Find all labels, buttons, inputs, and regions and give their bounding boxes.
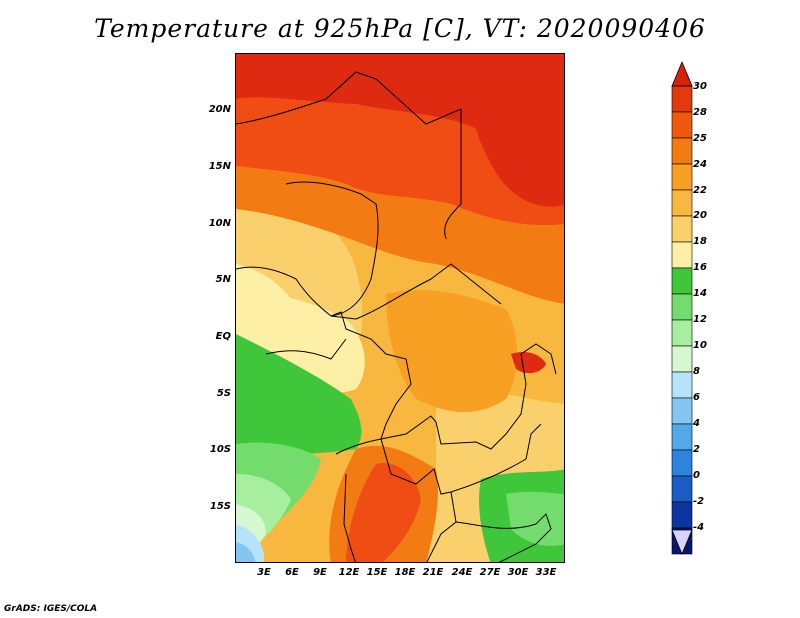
lon-label: 9E [313,567,327,578]
colorbar-label: 30 [693,81,707,92]
colorbar-cell [671,85,693,113]
colorbar-label: 20 [693,210,707,221]
colorbar-cell [671,163,693,191]
lon-label: 6E [285,567,299,578]
colorbar-cell [671,137,693,165]
colorbar-cell [671,371,693,399]
field-red-orange-south [346,463,421,562]
field-orange-north [236,166,564,304]
colorbar-label: 2 [693,444,700,455]
colorbar-label: 16 [693,262,707,273]
colorbar-cell [671,397,693,425]
field-deep-red-north [236,54,564,175]
lon-label: 30E [507,567,529,578]
colorbar-label: 22 [693,185,707,196]
colorbar-label: 12 [693,314,707,325]
colorbar-cell [671,293,693,321]
field-light-blue-ocean [236,542,256,562]
lat-label: 5N [215,274,231,285]
colorbar-cell [671,215,693,243]
colorbar-label: 6 [693,392,700,403]
colorbar-cell [671,345,693,373]
lon-label: 3E [257,567,271,578]
colorbar-cell [671,475,693,503]
lat-label: 10S [209,444,231,455]
colorbar-cell [671,267,693,295]
lon-label: 24E [451,567,473,578]
colorbar-label: 24 [693,159,707,170]
colorbar-cell [671,241,693,269]
lon-label: 15E [366,567,388,578]
lat-label: EQ [215,331,231,342]
lon-label: 18E [394,567,416,578]
grads-credit: GrADS: IGES/COLA [4,604,98,614]
country-borders [236,71,557,562]
lon-label: 33E [535,567,557,578]
lat-label: 15S [209,501,231,512]
field-mid-green-southeast [506,491,564,546]
colorbar-label: 8 [693,366,700,377]
colorbar-label: -4 [693,522,705,533]
colorbar-label: 28 [693,107,707,118]
lon-label: 12E [338,567,360,578]
colorbar-cell [671,449,693,477]
colorbar-label: 4 [693,418,700,429]
colorbar-label: 0 [693,470,700,481]
lat-label: 5S [216,388,231,399]
colorbar-label: 10 [693,340,707,351]
colorbar-bottom-arrow [671,529,693,556]
lon-label: 27E [479,567,501,578]
colorbar-top-arrow [671,60,693,87]
map-title: Temperature at 925hPa [C], VT: 202009040… [94,14,706,43]
colorbar-label: 25 [693,133,707,144]
colorbar-cell [671,501,693,529]
field-deep-red-lake [511,352,546,374]
colorbar-cell [671,423,693,451]
colorbar-label: 14 [693,288,707,299]
colorbar-cell [671,111,693,139]
colorbar-cells [671,85,693,555]
field-green-southwest [236,334,362,459]
colorbar-label: -2 [693,496,705,507]
lat-label: 15N [208,161,231,172]
temperature-field [236,54,564,562]
field-light-orange-center [386,289,518,413]
colorbar-label: 18 [693,236,707,247]
lat-label: 10N [208,218,231,229]
colorbar-cell [671,189,693,217]
temperature-map [235,53,565,563]
lon-label: 21E [422,567,444,578]
lat-label: 20N [208,104,231,115]
colorbar [671,60,693,556]
colorbar-cell [671,319,693,347]
field-deep-red-northeast [472,89,564,207]
